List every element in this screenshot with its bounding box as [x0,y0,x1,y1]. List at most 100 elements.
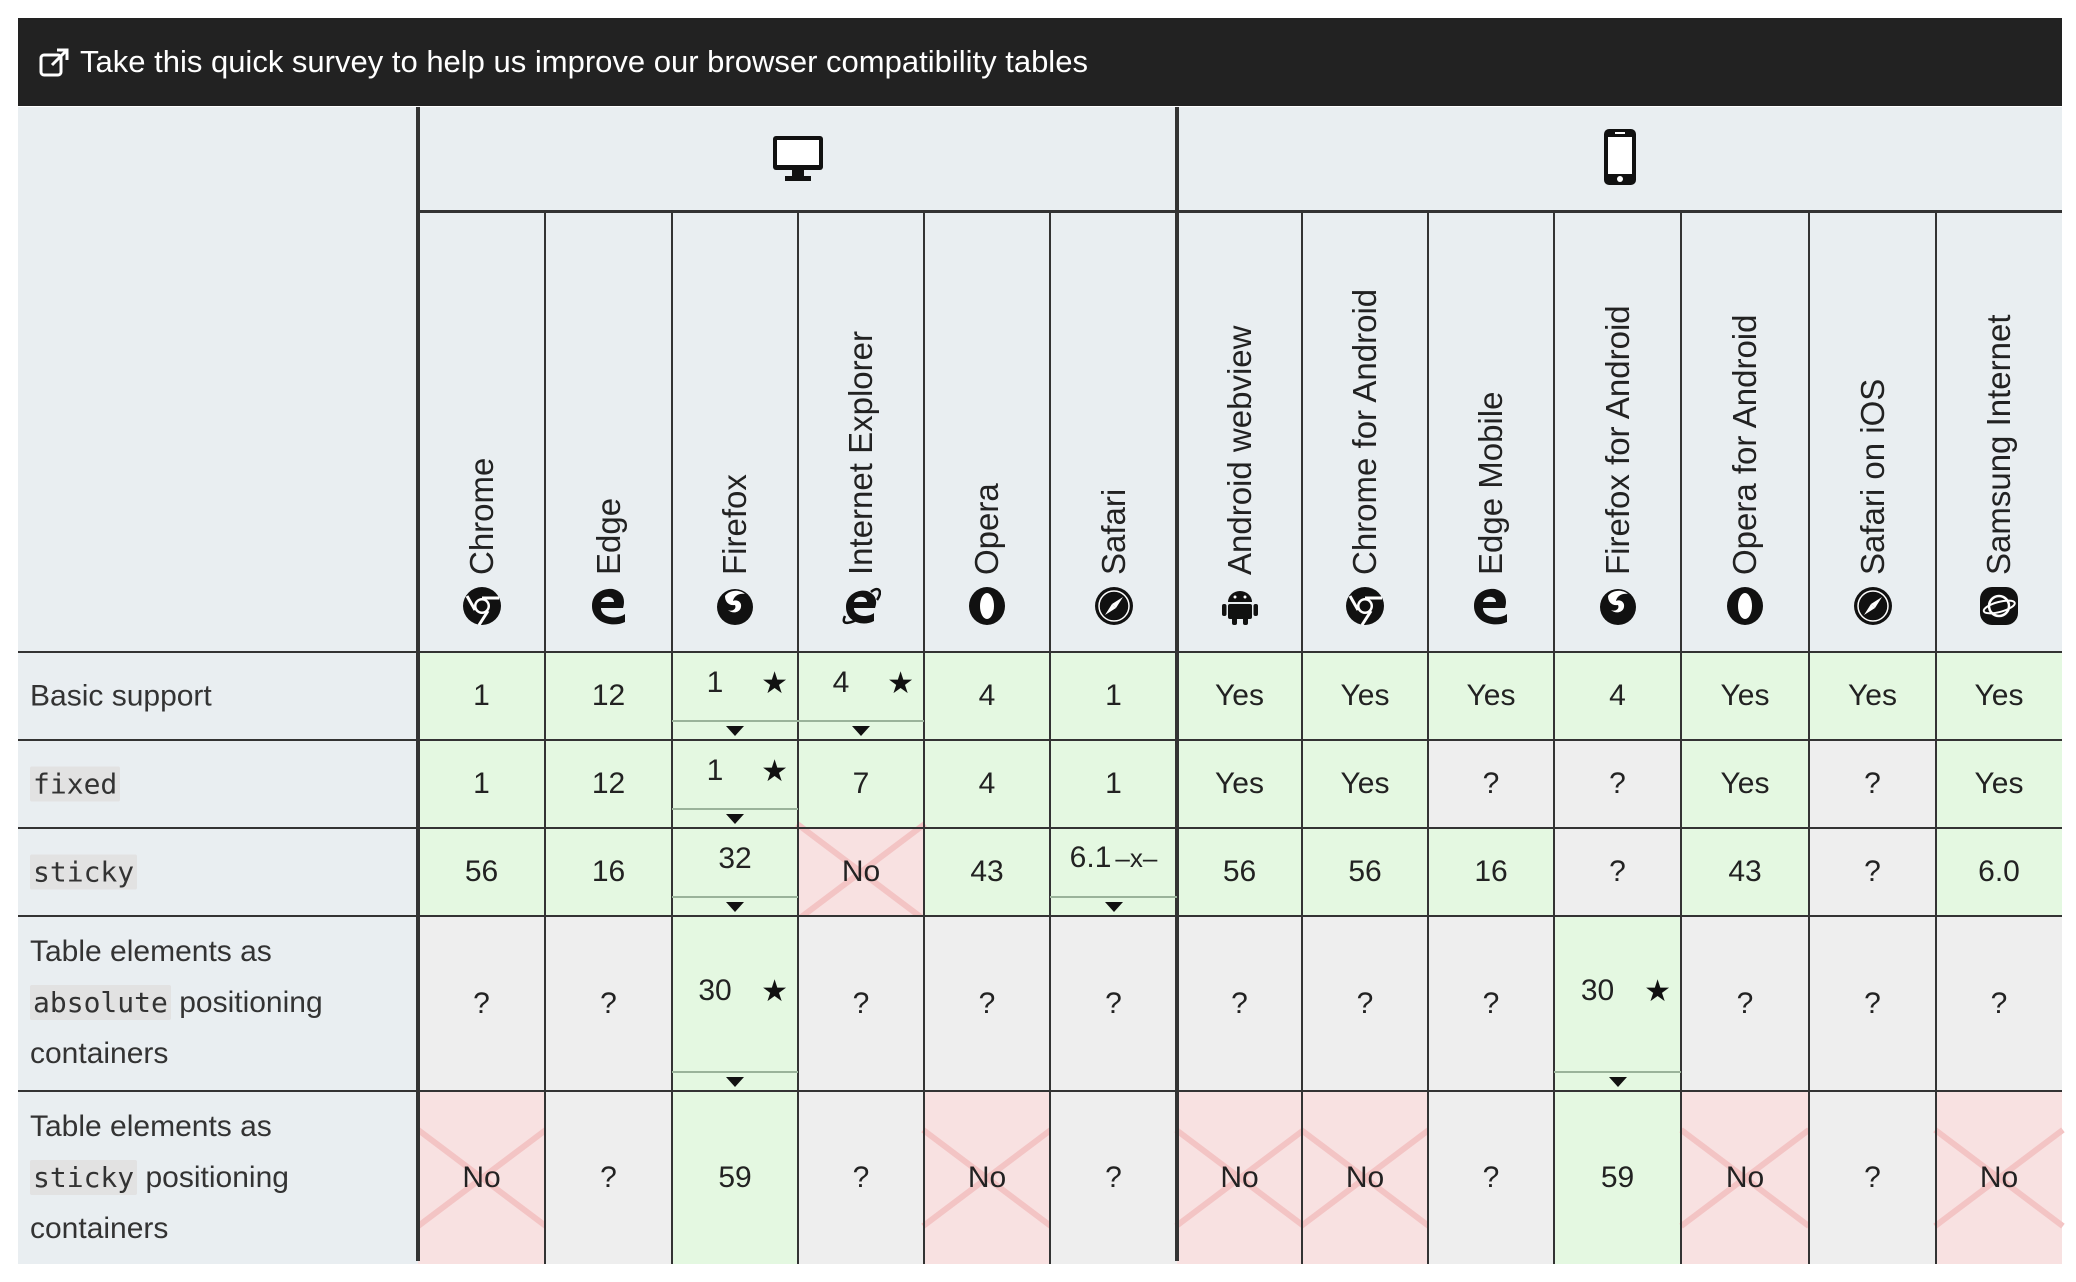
feature-row-label: Basic support [18,652,418,740]
support-cell: 1 [418,652,545,740]
support-value: 16 [1474,855,1508,888]
support-value: 7 [852,767,870,800]
support-value: 12 [591,767,626,800]
support-cell[interactable]: 30 ★ [672,916,798,1091]
support-value: No [1979,1160,2019,1194]
header-corner [18,107,418,652]
support-value: 12 [591,679,626,712]
browser-name-safari: Safari [1094,488,1132,575]
note-star-icon: ★ [761,755,788,788]
column-divider [671,212,673,1264]
header-divider [418,210,2062,213]
column-divider [1427,212,1429,1264]
expand-history-icon[interactable] [1608,1077,1627,1087]
browser-name-internet-explorer: Internet Explorer [842,331,879,575]
support-cell[interactable]: 30 ★ [1554,916,1681,1091]
support-cell: Yes [1936,740,2062,828]
feature-code: sticky [30,854,138,890]
expand-history-icon[interactable] [726,902,744,912]
history-divider [1554,1071,1681,1073]
feature-name: Table elements as sticky positioning conta… [30,1101,289,1254]
support-cell: ? [1177,916,1302,1091]
support-cell: ? [1050,1091,1177,1264]
support-value: Yes [1974,679,2024,712]
support-cell: Yes [1177,652,1302,740]
support-cell: 16 [545,828,672,916]
support-value: ? [600,986,617,1020]
survey-banner[interactable]: Take this quick survey to help us improv… [18,18,2062,106]
feature-row-label: Table elements as sticky positioning conta… [18,1091,418,1264]
support-value: No [841,855,881,888]
support-cell: ? [1554,828,1681,916]
support-value: 1 [706,754,724,787]
support-value: 4 [978,767,996,800]
browser-name-firefox: Firefox [716,474,753,575]
browser-name-edge: Edge [589,497,627,575]
note-star-icon: ★ [887,667,914,700]
support-value: ? [1482,1160,1500,1194]
feature-label-text: Table elements as [30,935,272,968]
support-cell: 43 [1681,828,1809,916]
row-divider [18,915,2062,917]
support-cell[interactable]: 4 ★ [798,652,924,740]
support-value: 6.1 –x– [1069,841,1158,874]
support-cell[interactable]: 1 ★ [672,652,798,740]
support-cell[interactable]: 1 ★ [672,740,798,828]
support-cell: ? [1428,1091,1554,1264]
support-cell: No [798,828,924,916]
support-cell: ? [1428,916,1554,1091]
support-value: Yes [1215,767,1264,800]
expand-history-icon[interactable] [1104,902,1123,912]
support-value: ? [1864,986,1881,1020]
history-divider [798,720,924,722]
support-cell[interactable]: 32 [672,828,798,916]
edge-icon [589,586,629,626]
support-cell: 4 [924,652,1050,740]
support-value: No [967,1160,1007,1194]
support-cell: Yes [1681,652,1809,740]
expand-history-icon[interactable] [726,1077,744,1087]
expand-history-icon[interactable] [852,726,870,736]
support-cell: ? [418,916,545,1091]
feature-label-rest: positioning [179,986,323,1019]
browser-name-safari-on-ios: Safari on iOS [1853,378,1891,575]
support-cell: ? [1050,916,1177,1091]
feature-code: absolute [30,985,171,1020]
note-star-icon: ★ [1644,974,1671,1008]
support-cell[interactable]: 6.1 –x– [1050,828,1177,916]
column-divider [1301,212,1303,1264]
support-cell: Yes [1936,652,2062,740]
column-divider [797,212,799,1264]
support-cell: Yes [1809,652,1936,740]
support-value: Yes [1466,679,1516,712]
feature-name: fixed [30,759,121,810]
support-value: 59 [718,1160,752,1194]
support-value: 43 [1728,855,1762,888]
browser-name-edge-mobile: Edge Mobile [1472,391,1509,575]
column-divider [923,212,925,1264]
support-cell: 43 [924,828,1050,916]
support-cell: Yes [1302,652,1428,740]
survey-banner-text[interactable]: Take this quick survey to help us improv… [80,44,1088,79]
browser-name-firefox-for-android: Firefox for Android [1598,305,1636,575]
firefox-icon [1598,586,1638,626]
support-cell: 59 [1554,1091,1681,1264]
support-value: 56 [1222,855,1257,888]
mobile-phone-icon [1603,128,1637,186]
support-cell: 4 [1554,652,1681,740]
support-value: 1 [1105,679,1122,712]
expand-history-icon[interactable] [726,814,744,824]
support-cell: ? [1809,916,1936,1091]
support-cell: 56 [1177,828,1302,916]
support-value: Yes [1215,679,1264,712]
support-cell: No [418,1091,545,1264]
support-value: No [1725,1160,1765,1194]
history-divider [672,896,798,898]
support-value: Yes [1720,767,1770,800]
support-value: ? [1356,986,1374,1020]
support-value: No [1345,1160,1385,1194]
support-cell: ? [1428,740,1554,828]
column-divider [1808,212,1810,1264]
expand-history-icon[interactable] [726,726,744,736]
feature-code: fixed [30,766,121,802]
